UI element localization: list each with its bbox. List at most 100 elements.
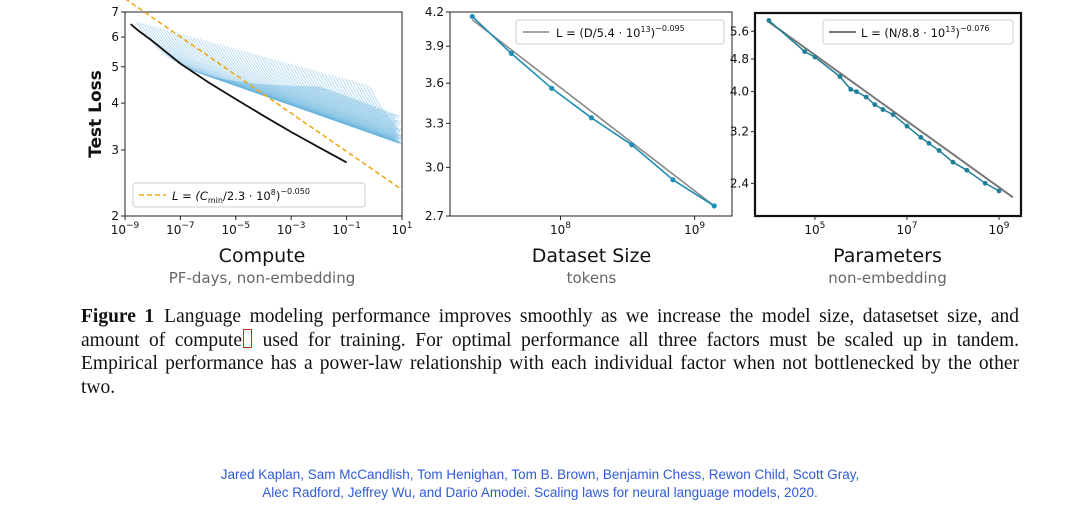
y-tick-label: 3.0 bbox=[425, 160, 444, 174]
y-tick-label: 3.3 bbox=[425, 116, 444, 130]
data-point bbox=[629, 142, 635, 148]
compute-chart-subtitle: PF-days, non-embedding bbox=[168, 269, 356, 287]
training-run-curve bbox=[368, 85, 401, 132]
y-tick-label: 5.6 bbox=[730, 24, 749, 38]
training-run-curve bbox=[189, 36, 377, 108]
x-tick-label: 10−9 bbox=[111, 221, 140, 237]
training-run-curve bbox=[169, 30, 356, 101]
data-point bbox=[670, 177, 676, 183]
y-tick-label: 2.4 bbox=[730, 176, 749, 190]
dataset-chart-panel: 108 109 2.7 3.0 3.3 3.6 3.9 4.2 L = (D/5.4 · 101… bbox=[410, 0, 740, 300]
training-run-curve bbox=[358, 82, 398, 136]
training-run-curve bbox=[321, 72, 400, 144]
training-run-curve bbox=[199, 38, 387, 112]
data-point bbox=[880, 107, 886, 112]
training-run-curve bbox=[314, 70, 401, 144]
y-tick-label: 4.0 bbox=[730, 85, 749, 99]
training-run-curve bbox=[327, 73, 399, 144]
fit-line bbox=[471, 19, 715, 207]
data-point bbox=[848, 87, 854, 92]
training-run-curve bbox=[294, 64, 396, 140]
legend: L = (N/8.8 · 1013)−0.076 bbox=[822, 19, 1014, 45]
legend-label: L = (Cmin/2.3 · 108)−0.050 bbox=[172, 187, 310, 205]
data-point bbox=[469, 13, 475, 20]
training-run-curve bbox=[270, 58, 396, 135]
caption-text-start: Language modeling performance improves s… bbox=[81, 306, 1019, 351]
dataset-chart-title: Dataset Size bbox=[531, 245, 652, 267]
training-run-curve bbox=[364, 84, 397, 131]
training-run-curve bbox=[243, 50, 400, 127]
training-run-curve bbox=[361, 83, 402, 137]
training-run-curve bbox=[341, 77, 397, 141]
citation-line-2: Alec Radford, Jeffrey Wu, and Dario Amod… bbox=[262, 485, 818, 500]
x-tick-label: 108 bbox=[550, 221, 571, 237]
training-run-curve bbox=[139, 22, 326, 89]
training-run-curve bbox=[155, 26, 343, 96]
y-tick-label: 7 bbox=[111, 5, 119, 19]
frontier-line bbox=[130, 23, 348, 164]
training-run-curve bbox=[348, 79, 396, 138]
x-tick-label: 109 bbox=[684, 221, 705, 237]
training-run-curve bbox=[280, 61, 398, 137]
data-point bbox=[766, 17, 772, 23]
training-run-curve bbox=[300, 66, 395, 141]
data-point bbox=[837, 74, 843, 79]
data-point bbox=[926, 140, 932, 146]
y-tick-label: 2 bbox=[111, 209, 119, 223]
training-run-curve bbox=[354, 81, 403, 141]
training-run-curve bbox=[230, 47, 402, 123]
training-run-curve bbox=[223, 45, 395, 120]
parameters-chart-title: Parameters bbox=[833, 245, 942, 267]
training-run-curve bbox=[172, 31, 360, 102]
data-point bbox=[964, 167, 970, 173]
x-tick-label: 10−7 bbox=[166, 221, 195, 237]
data-point bbox=[802, 49, 808, 54]
fit-line bbox=[768, 21, 1014, 199]
legend: L = (D/5.4 · 1013)−0.095 bbox=[515, 19, 725, 45]
training-run-curve bbox=[351, 80, 399, 140]
training-run-curve bbox=[186, 35, 373, 107]
y-tick-label: 4.8 bbox=[730, 52, 749, 66]
x-tick-label: 105 bbox=[804, 221, 825, 237]
training-run-curve bbox=[304, 67, 398, 142]
citation: Jared Kaplan, Sam McCandlish, Tom Henigh… bbox=[0, 466, 1080, 502]
compute-chart: 10−9 10−7 10−5 10−3 10−1 101 2 3 4 5 6 7 Test Loss L … bbox=[86, 0, 413, 237]
training-run-curve bbox=[324, 73, 395, 142]
training-run-curve bbox=[159, 27, 346, 97]
caption-text-end: used for training. For optimal performan… bbox=[81, 329, 1020, 398]
training-run-curve bbox=[192, 37, 380, 109]
fit-line bbox=[125, 0, 403, 191]
data-point bbox=[890, 112, 896, 117]
x-tick-label: 109 bbox=[989, 221, 1010, 237]
legend: L = (Cmin/2.3 · 108)−0.050 bbox=[132, 182, 366, 208]
parameters-chart-subtitle: non-embedding bbox=[828, 269, 947, 287]
y-tick-label: 4.2 bbox=[425, 5, 444, 19]
y-tick-label: 4 bbox=[111, 96, 119, 110]
figure-caption: Figure 1 Language modeling performance im… bbox=[81, 305, 1019, 399]
x-tick-label: 10−1 bbox=[332, 221, 361, 237]
data-point bbox=[863, 94, 869, 100]
dataset-size-chart: 108 109 2.7 3.0 3.3 3.6 3.9 4.2 L = (D/5.4 · 101… bbox=[425, 5, 733, 237]
training-run-curve bbox=[260, 55, 401, 132]
footnote-marker[interactable] bbox=[243, 328, 252, 348]
plot-area bbox=[124, 11, 403, 217]
training-run-curve bbox=[182, 34, 370, 106]
training-run-curve bbox=[287, 62, 397, 139]
compute-chart-title: Compute bbox=[218, 245, 306, 267]
y-tick-label: 3 bbox=[111, 143, 119, 157]
data-point bbox=[508, 50, 514, 56]
training-run-curve bbox=[334, 75, 398, 143]
x-tick-label: 10−5 bbox=[222, 221, 251, 237]
data-point bbox=[872, 102, 878, 108]
training-run-curve bbox=[236, 49, 401, 125]
y-axis-label: Test Loss bbox=[86, 70, 106, 158]
training-run-curve bbox=[337, 76, 401, 144]
training-run-curve bbox=[344, 78, 400, 142]
training-run-curve bbox=[277, 60, 402, 137]
training-run-curve bbox=[250, 52, 399, 129]
training-run-curve bbox=[263, 56, 397, 133]
training-run-curve bbox=[152, 25, 340, 94]
y-tick-label: 3.9 bbox=[425, 39, 444, 53]
data-point bbox=[982, 180, 988, 186]
training-run-curve bbox=[145, 24, 333, 92]
